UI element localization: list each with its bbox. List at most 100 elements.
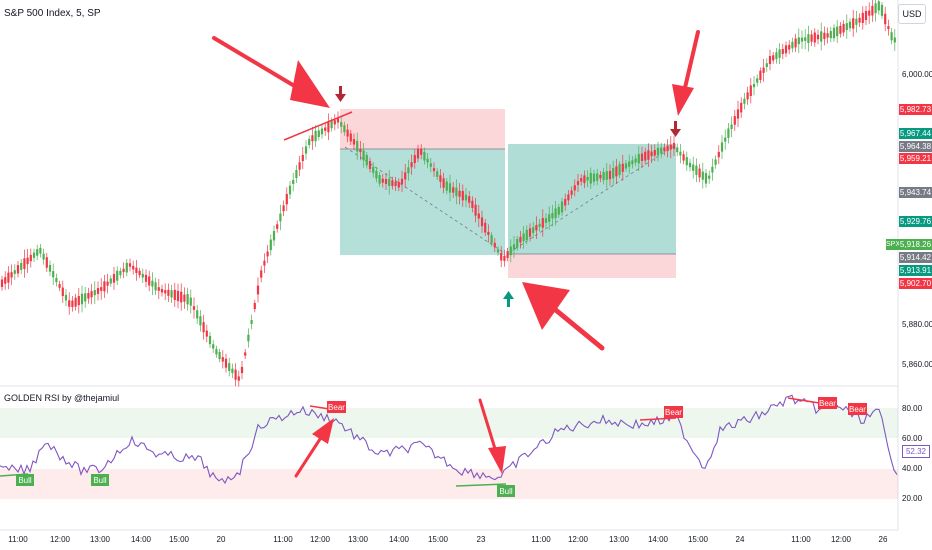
short-stop-zone[interactable] xyxy=(340,109,505,149)
price-tag: 5,914.42 xyxy=(899,252,932,263)
indicator-title[interactable]: GOLDEN RSI by @thejamiul xyxy=(4,393,120,403)
candle-body xyxy=(74,297,77,307)
candle-body xyxy=(429,163,432,167)
rsi-oversold-band xyxy=(0,469,898,499)
candle-body xyxy=(455,187,458,197)
candle-body xyxy=(186,294,189,305)
candle-body xyxy=(176,290,180,302)
candle-body xyxy=(212,344,215,349)
annotation-arrow-rsi-left[interactable] xyxy=(294,418,334,478)
candle-body xyxy=(528,228,532,237)
time-axis-label: 13:00 xyxy=(608,535,630,544)
candle-body xyxy=(372,166,375,173)
candle-body xyxy=(544,218,548,223)
candle-body xyxy=(394,181,397,186)
candle-body xyxy=(772,55,775,61)
candle-body xyxy=(436,171,439,177)
candle-body xyxy=(724,137,727,142)
candle-body xyxy=(224,358,228,368)
annotation-arrow-top-right[interactable] xyxy=(672,30,700,116)
candle-body xyxy=(71,300,74,308)
candle-body xyxy=(397,181,400,188)
candle-body xyxy=(180,291,183,303)
time-axis-label: 11:00 xyxy=(273,535,293,544)
candle-body xyxy=(618,164,621,175)
candle-body xyxy=(791,41,794,49)
candle-body xyxy=(109,278,112,284)
time-axis-label: 15:00 xyxy=(427,535,449,544)
candle-body xyxy=(868,10,871,16)
candle-body xyxy=(32,252,36,258)
candle-body xyxy=(573,185,576,191)
candle-body xyxy=(477,213,480,219)
annotation-arrow-bottom[interactable] xyxy=(522,282,605,351)
bull-divergence-line-2 xyxy=(455,483,507,487)
candle-body xyxy=(404,172,407,180)
candle-body xyxy=(688,162,692,168)
candle-body xyxy=(660,147,663,154)
annotation-arrow-rsi-mid[interactable] xyxy=(478,398,506,474)
candle-body xyxy=(90,291,93,298)
candle-body xyxy=(861,12,864,23)
rsi-line[interactable] xyxy=(0,394,898,485)
candle-body xyxy=(845,23,848,31)
currency-button[interactable]: USD xyxy=(898,4,926,24)
candle-body xyxy=(509,246,512,256)
short-target-zone[interactable] xyxy=(340,149,505,255)
candle-body xyxy=(317,130,320,137)
candle-body xyxy=(781,48,784,54)
candle-body xyxy=(292,179,295,185)
candle-body xyxy=(727,128,730,138)
candle-body xyxy=(461,190,464,201)
candle-body xyxy=(61,287,64,297)
candle-body xyxy=(157,287,160,291)
candle-body xyxy=(855,18,858,25)
candle-body xyxy=(218,351,221,360)
candle-body xyxy=(548,214,551,222)
candle-body xyxy=(676,147,679,153)
candle-body xyxy=(439,175,442,182)
candle-body xyxy=(26,257,29,265)
candle-body xyxy=(746,92,749,100)
candle-body xyxy=(500,252,503,261)
price-axis-label: 5,860.00 xyxy=(902,360,932,369)
candle-body xyxy=(858,17,861,23)
candle-body xyxy=(221,357,224,362)
candle-body xyxy=(100,287,103,291)
candle-body xyxy=(743,98,746,104)
long-stop-zone[interactable] xyxy=(508,254,676,278)
candle-body xyxy=(154,282,157,291)
candle-body xyxy=(346,129,349,137)
candle-body xyxy=(103,281,106,292)
price-tag: 5,964.38 xyxy=(899,141,932,152)
candle-body xyxy=(333,120,336,125)
candle-body xyxy=(560,201,564,213)
bear-label: Bear xyxy=(327,401,346,413)
candle-body xyxy=(381,178,384,183)
candle-body xyxy=(359,149,362,153)
candle-body xyxy=(650,151,653,157)
candle-body xyxy=(599,174,602,179)
candle-body xyxy=(260,270,263,278)
trend-line-top[interactable] xyxy=(283,111,353,141)
candle-body xyxy=(682,154,685,161)
rsi-axis-label: 60.00 xyxy=(902,434,923,443)
candle-body xyxy=(551,213,554,219)
candle-body xyxy=(807,34,810,43)
candle-body xyxy=(653,150,656,156)
candle-body xyxy=(375,170,378,179)
time-axis-label: 12:00 xyxy=(49,535,71,544)
candle-body xyxy=(205,330,208,337)
candle-body xyxy=(759,70,762,81)
candle-body xyxy=(247,334,250,342)
symbol-title[interactable]: S&P 500 Index, 5, SP xyxy=(4,8,101,19)
candle-body xyxy=(93,290,96,296)
candle-body xyxy=(16,265,20,274)
candle-body xyxy=(874,3,877,14)
candle-body xyxy=(794,38,797,48)
candlestick-series[interactable] xyxy=(0,0,896,387)
annotation-arrow-top-left[interactable] xyxy=(212,36,330,108)
candle-body xyxy=(608,170,612,180)
time-axis-label: 13:00 xyxy=(89,535,111,544)
